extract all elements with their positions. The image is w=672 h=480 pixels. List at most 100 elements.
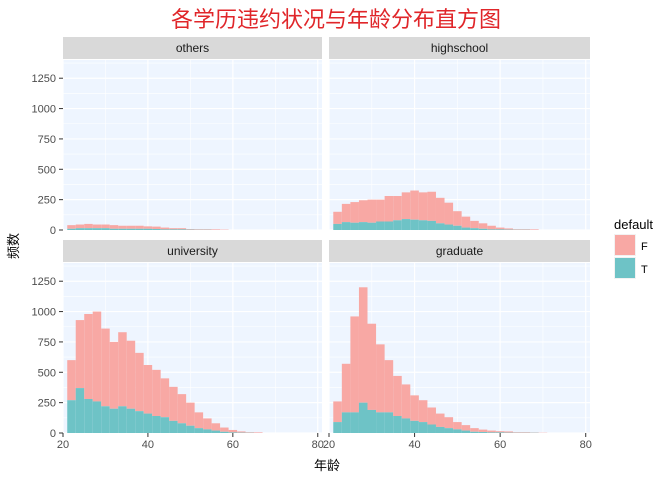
bar-F [101, 224, 110, 229]
bar-F [461, 425, 471, 431]
bar-F [487, 430, 496, 433]
bar-T [118, 406, 127, 433]
bar-T [435, 426, 445, 433]
facet-strip-label: graduate [436, 244, 484, 258]
bar-T [333, 223, 342, 230]
bar-T [160, 417, 170, 433]
bar-T [427, 220, 436, 230]
bar-F [75, 320, 85, 389]
bar-F [84, 314, 93, 399]
bar-F [135, 352, 144, 412]
legend-entry-F: F [614, 234, 648, 256]
bar-F [521, 432, 531, 433]
legend: default FT [614, 217, 653, 279]
bar-T [393, 220, 402, 230]
bar-F [101, 328, 110, 407]
bar-T [84, 228, 93, 230]
bar-T [101, 406, 110, 433]
x-tick-label: 60 [227, 439, 239, 451]
facet-panel-graduate: graduate [328, 240, 590, 434]
bar-T [495, 229, 505, 230]
facet-strip-label: university [167, 244, 218, 258]
y-tick-label: 0 [50, 428, 56, 440]
bar-T [67, 400, 76, 433]
bar-F [245, 432, 255, 433]
bar-F [470, 428, 479, 432]
bar-F [203, 418, 212, 430]
x-tick-label: 20 [57, 439, 69, 451]
bar-F [350, 202, 359, 223]
y-axis-title: 频数 [7, 233, 22, 259]
bar-F [367, 199, 377, 223]
bar-F [228, 429, 238, 433]
legend-label: F [641, 241, 648, 253]
bar-T [401, 219, 411, 230]
histogram-bars [67, 223, 229, 230]
facet-panel-others: others [62, 37, 322, 231]
bar-T [478, 432, 488, 433]
facet-strip [63, 240, 322, 262]
legend-title: default [614, 217, 653, 232]
bar-T [118, 228, 127, 230]
bar-F [453, 422, 462, 430]
bar-F [401, 192, 411, 220]
bar-F [341, 203, 351, 223]
bar-T [143, 228, 153, 230]
bar-T [67, 228, 76, 230]
bar-T [135, 411, 144, 433]
gridlines [62, 60, 322, 231]
y-tick-label: 250 [38, 195, 56, 207]
bar-T [75, 388, 85, 433]
bar-F [126, 225, 136, 229]
bar-T [75, 228, 85, 230]
bar-F [177, 228, 187, 230]
bar-T [333, 422, 342, 433]
bar-F [358, 287, 368, 403]
bar-T [470, 431, 479, 433]
bar-T [101, 228, 110, 230]
bar-T [384, 412, 394, 433]
bar-F [333, 401, 342, 423]
bar-F [504, 228, 513, 230]
bar-F [84, 223, 93, 229]
bar-F [143, 226, 153, 229]
bar-F [220, 427, 229, 432]
bar-F [186, 402, 195, 426]
x-tick-label: 40 [142, 439, 154, 451]
bar-T [410, 420, 419, 433]
bar-T [126, 228, 136, 230]
bar-T [393, 416, 402, 433]
bar-F [453, 211, 462, 226]
bar-F [67, 360, 76, 401]
bar-F [376, 199, 385, 222]
bar-F [169, 228, 178, 230]
bar-T [177, 229, 187, 230]
facet-strip [329, 37, 590, 59]
bar-T [384, 221, 394, 230]
y-tick-label: 1000 [32, 307, 56, 319]
bar-F [418, 192, 428, 221]
bar-T [169, 229, 178, 230]
bar-F [521, 229, 531, 230]
chart-title: 各学历违约状况与年龄分布直方图 [171, 8, 501, 33]
legend-swatch [615, 258, 635, 278]
bar-F [169, 386, 178, 421]
y-tick-label: 750 [38, 337, 56, 349]
panel-background [63, 60, 322, 230]
bar-F [152, 226, 161, 230]
bar-F [512, 229, 522, 230]
bar-F [376, 344, 385, 413]
bar-F [350, 316, 359, 413]
bar-F [333, 211, 342, 224]
bar-F [237, 431, 246, 433]
bar-T [169, 420, 178, 433]
bar-F [444, 202, 454, 225]
bar-F [358, 200, 368, 223]
bar-T [152, 229, 161, 230]
y-tick-label: 0 [50, 225, 56, 237]
bar-F [211, 423, 221, 431]
bar-F [186, 229, 195, 230]
